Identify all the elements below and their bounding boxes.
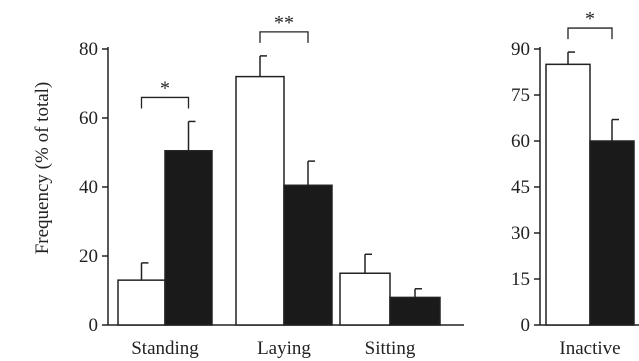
bar xyxy=(389,296,441,326)
y-tick-label: 30 xyxy=(511,223,530,244)
x-category-label: Laying xyxy=(257,338,311,359)
y-tick-label: 75 xyxy=(511,85,530,106)
y-tick-label: 0 xyxy=(89,315,99,336)
y-tick-label: 40 xyxy=(79,177,98,198)
significance-label: * xyxy=(585,8,595,30)
significance-label: * xyxy=(160,77,170,99)
chart-panel-right: 0 15 30 45 60 75 90 Inactive * xyxy=(511,8,639,359)
bar xyxy=(283,184,333,326)
y-tick-label: 60 xyxy=(79,108,98,129)
y-axis-title: Frequency (% of total) xyxy=(32,82,53,255)
x-category-label: Standing xyxy=(131,338,199,359)
y-tick-label: 80 xyxy=(79,39,98,60)
y-tick-label: 60 xyxy=(511,131,530,152)
bar xyxy=(164,150,213,326)
y-tick-label: 90 xyxy=(511,39,530,60)
bar xyxy=(545,63,591,326)
bar xyxy=(235,75,285,326)
bar xyxy=(117,279,166,326)
significance-label: ** xyxy=(274,12,294,34)
bar xyxy=(339,272,391,326)
chart-panel-left: 0 20 40 60 80 Standing * Laying ** Sitting xyxy=(79,12,464,359)
y-tick-label: 20 xyxy=(79,246,98,267)
y-tick-label: 45 xyxy=(511,177,530,198)
significance-bracket xyxy=(140,96,190,109)
significance-bracket xyxy=(259,31,309,43)
significance-bracket xyxy=(567,27,613,40)
y-tick-label: 15 xyxy=(511,269,530,290)
bar xyxy=(589,140,635,326)
x-category-label: Sitting xyxy=(365,338,416,359)
x-category-label: Inactive xyxy=(559,338,620,359)
y-tick-label: 0 xyxy=(521,315,531,336)
